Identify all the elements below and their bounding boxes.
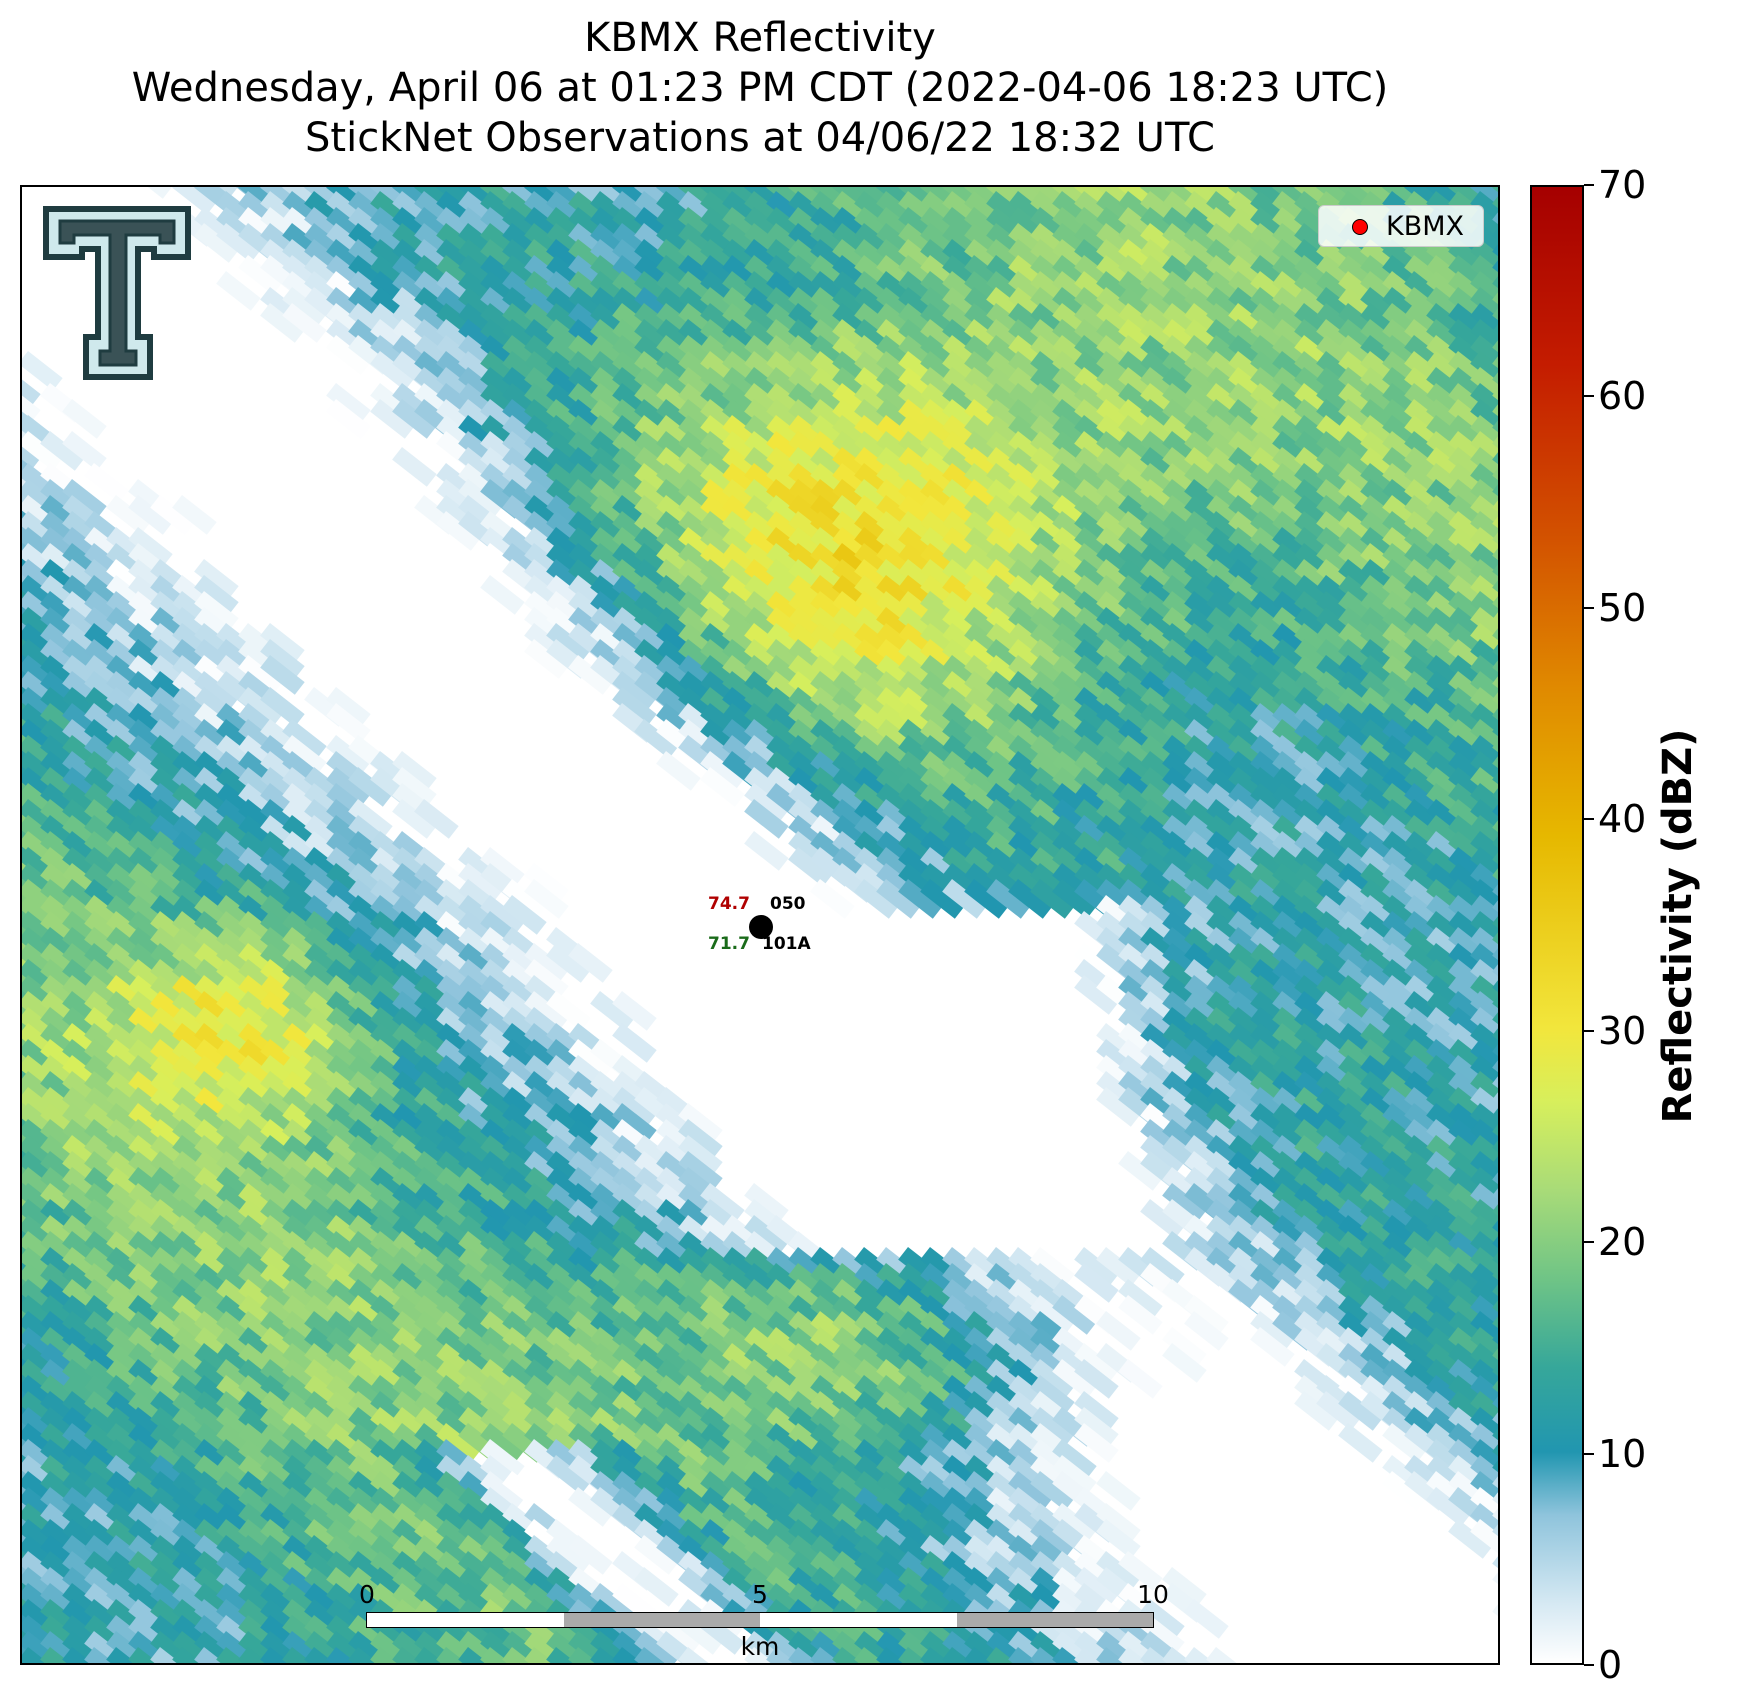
radar-gate — [106, 494, 151, 535]
radar-gate — [1470, 190, 1498, 231]
radar-gate — [172, 187, 217, 215]
radar-gate — [62, 479, 107, 519]
radar-gate — [1470, 382, 1498, 423]
radar-gate — [22, 350, 63, 391]
reflectivity-field — [22, 187, 1498, 1663]
radar-gate — [1470, 414, 1498, 455]
radar-gate — [282, 286, 327, 327]
radar-gate — [1470, 351, 1498, 391]
radar-gate — [260, 302, 305, 343]
radar-gate — [150, 494, 195, 535]
radar-gate — [128, 494, 173, 535]
radar-gate — [194, 222, 239, 263]
radar-gate — [392, 399, 437, 439]
radar-gate — [22, 366, 41, 407]
radar-gate — [1470, 366, 1498, 407]
radar-gate — [1470, 271, 1498, 311]
radar-gate — [194, 187, 239, 199]
radar-gate — [1470, 302, 1498, 343]
radar-gate — [238, 254, 283, 295]
radar-gate — [326, 335, 371, 375]
radar-gate — [1338, 1423, 1383, 1463]
radar-gate — [1470, 255, 1498, 295]
reflectivity-map[interactable] — [20, 185, 1500, 1665]
radar-gate — [22, 431, 41, 471]
radar-gate — [744, 831, 789, 871]
radar-gate — [282, 303, 327, 343]
radar-gate — [84, 463, 129, 503]
radar-gate — [1470, 187, 1498, 215]
radar-gate — [1118, 1359, 1163, 1399]
map-subtitle-observations: StickNet Observations at 04/06/22 18:32 … — [305, 115, 1215, 161]
radar-gate — [326, 399, 371, 439]
radar-gate — [22, 431, 63, 471]
radar-gate — [1470, 319, 1498, 359]
radar-gate — [326, 382, 371, 423]
radar-gate — [128, 187, 173, 199]
map-title: KBMX Reflectivity — [584, 15, 936, 61]
radar-gate — [216, 270, 261, 311]
map-subtitle-time: Wednesday, April 06 at 01:23 PM CDT (202… — [131, 65, 1389, 111]
radar-gate — [172, 494, 217, 535]
radar-gate — [392, 447, 437, 487]
radar-gate — [370, 399, 415, 439]
radar-gate — [1470, 478, 1498, 519]
radar-gate — [458, 478, 503, 519]
radar-gate — [1470, 398, 1498, 439]
radar-gate — [40, 431, 85, 471]
radar-gate — [22, 382, 41, 423]
radar-gate — [1470, 447, 1498, 487]
radar-gate — [62, 431, 107, 471]
radar-gate — [1470, 431, 1498, 471]
radar-gate — [370, 350, 415, 391]
radar-gate — [216, 223, 261, 263]
radar-gate — [1470, 238, 1498, 279]
radar-gate — [62, 398, 107, 439]
radar-gate — [1470, 286, 1498, 327]
radar-gate — [1470, 462, 1498, 503]
radar-gate — [1470, 335, 1498, 375]
